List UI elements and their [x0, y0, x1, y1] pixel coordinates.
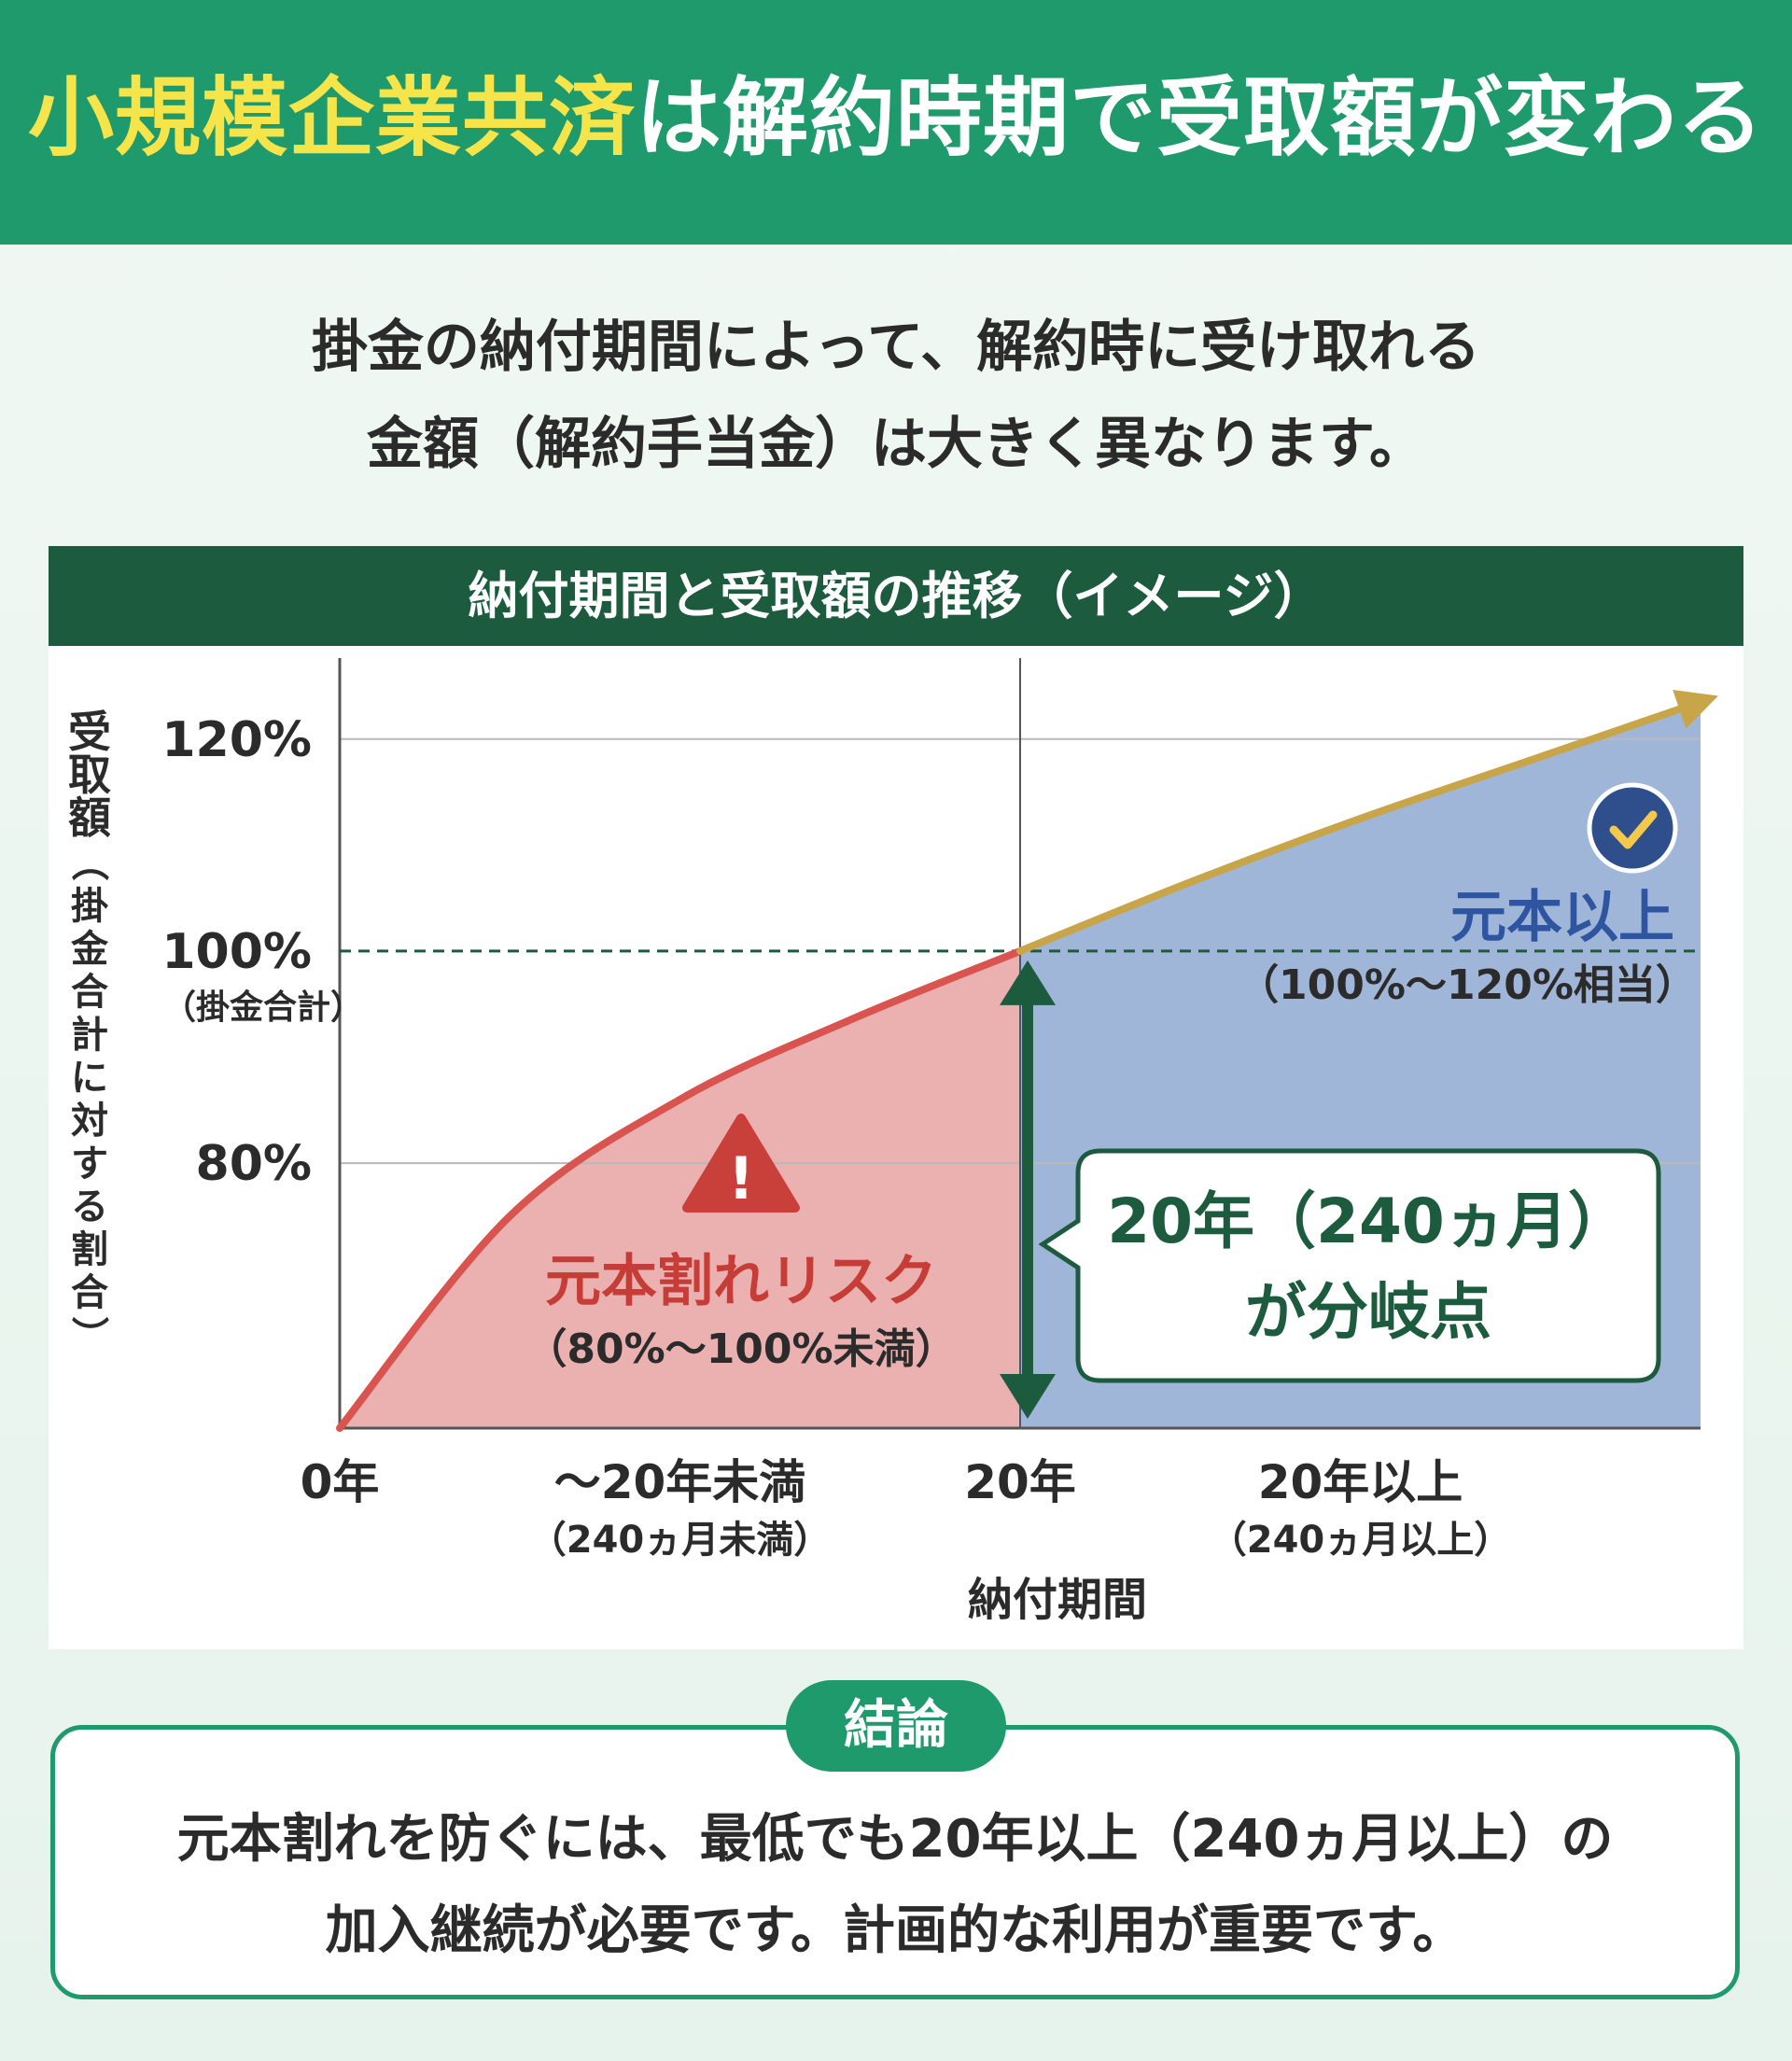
conclusion-text: 元本割れを防ぐには、最低でも20年以上（240ヵ月以上）の 加入継続が必要です。… [50, 1794, 1740, 1977]
risk-label: 元本割れリスク [545, 1249, 937, 1314]
conclusion-line-2: 加入継続が必要です。計画的な利用が重要です。 [325, 1900, 1465, 1961]
intro-line-1: 掛金の納付期間によって、解約時に受け取れる [311, 315, 1481, 380]
y-axis-label-char: る [71, 1185, 108, 1228]
y-axis-label-char: 掛 [71, 885, 108, 928]
series-line-gold [1016, 698, 1704, 955]
x-tick-sublabel: （240ヵ月未満） [529, 1519, 832, 1562]
y-axis-label-char: 割 [71, 1228, 108, 1271]
y-axis-label-char: す [71, 1143, 108, 1185]
y-axis-label-char: 合 [71, 971, 108, 1014]
x-tick-label: 20年 [964, 1455, 1076, 1509]
chart-card: 納付期間と受取額の推移（イメージ） 120% 100% （掛金合計） 80% 受取額（掛… [49, 546, 1743, 1649]
double-arrow-head-up [1000, 960, 1056, 1005]
callout-box [1038, 1148, 1661, 1383]
conclusion-line-1: 元本割れを防ぐには、最低でも20年以上（240ヵ月以上）の [176, 1809, 1614, 1870]
y-tick-label: 80% [196, 1136, 312, 1192]
x-tick-label: ～20年未満 [554, 1455, 806, 1509]
risk-sublabel: （80%～100%未満） [525, 1325, 956, 1373]
y-axis-label-char: 額 [68, 792, 111, 843]
intro-line-2: 金額（解約手当金）は大きく異なります。 [367, 412, 1425, 477]
y-axis-label-char: 計 [71, 1014, 108, 1057]
y-axis-label-char: （ [67, 844, 110, 881]
page-title-accent: 小規模企業共済 [27, 68, 636, 168]
page-title-rest: は解約時期で受取額が変わる [636, 68, 1765, 168]
y-axis-label-char: 受 [68, 707, 111, 757]
check-icon-mark [1609, 810, 1658, 849]
x-tick-sublabel: （240ヵ月以上） [1210, 1519, 1512, 1562]
risk-area [340, 950, 1020, 1428]
chart-title: 納付期間と受取額の推移（イメージ） [49, 546, 1743, 646]
header-banner: 小規模企業共済は解約時期で受取額が変わる [0, 0, 1792, 245]
y-tick-label: 100% [161, 924, 312, 980]
check-icon [1587, 782, 1678, 874]
series-arrowhead [1673, 690, 1718, 729]
y-tick-label: 120% [161, 712, 312, 768]
series-line-red [336, 946, 1024, 1432]
y-axis-label-char: に [71, 1057, 108, 1100]
x-tick-label: 20年以上 [1258, 1455, 1463, 1509]
page-title: 小規模企業共済は解約時期で受取額が変わる [0, 58, 1792, 179]
x-axis-label: 納付期間 [968, 1574, 1147, 1626]
y-tick-sublabel: （掛金合計） [162, 988, 364, 1027]
safe-sublabel: （100%～120%相当） [1238, 961, 1697, 1009]
y-axis-label-char: 金 [70, 928, 109, 971]
warning-icon-mark: ! [728, 1144, 754, 1213]
y-axis-label-char: 合 [71, 1271, 108, 1314]
double-arrow-head-down [1000, 1374, 1056, 1419]
callout-line-2: が分岐点 [1245, 1276, 1491, 1348]
y-axis-label-char: ） [67, 1316, 110, 1353]
y-axis-label-char: 取 [68, 750, 111, 800]
conclusion-badge: 結論 [786, 1680, 1006, 1772]
warning-icon [682, 1114, 800, 1213]
callout-line-1: 20年（240ヵ月） [1107, 1185, 1630, 1257]
x-tick-label: 0年 [301, 1455, 380, 1509]
safe-label: 元本以上 [1450, 885, 1674, 950]
intro-text: 掛金の納付期間によって、解約時に受け取れる 金額（解約手当金）は大きく異なります… [0, 299, 1792, 493]
y-axis-label-char: 対 [71, 1100, 108, 1143]
